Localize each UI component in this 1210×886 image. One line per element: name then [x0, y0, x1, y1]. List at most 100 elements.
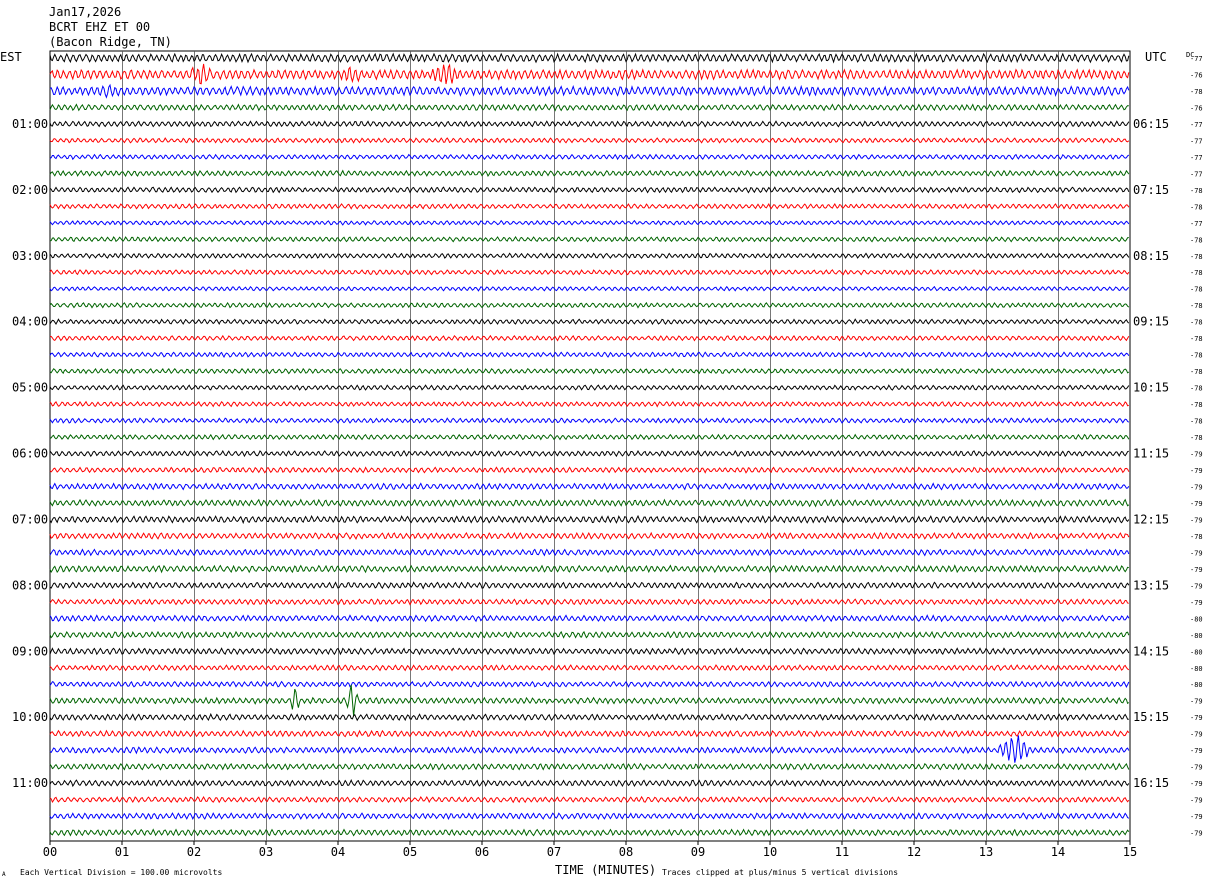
x-tick-label: 04	[331, 845, 345, 859]
x-tick-label: 02	[187, 845, 201, 859]
seismic-trace	[49, 828, 1130, 837]
seismic-trace	[49, 285, 1130, 292]
dc-offset-label: -80	[1190, 665, 1203, 673]
left-time-label: 08:00	[12, 578, 48, 592]
left-time-labels: 01:00 02:00 03:00 04:00 05:00 06:00 07:00 08:00…	[12, 117, 48, 790]
header: Jan17,2026 BCRT EHZ ET 00 (Bacon Ridge, …	[49, 5, 172, 49]
header-station: BCRT EHZ ET 00	[49, 20, 150, 34]
right-time-label: 10:15	[1133, 381, 1169, 395]
dc-offset-label: -80	[1190, 681, 1203, 689]
x-tick-label: 12	[907, 845, 921, 859]
seismic-trace	[49, 153, 1130, 161]
seismic-trace	[49, 664, 1130, 672]
dc-offset-label: -79	[1190, 599, 1203, 607]
left-timezone-label: EST	[0, 50, 22, 64]
left-time-label: 04:00	[12, 315, 48, 329]
dc-offset-label: -77	[1190, 220, 1203, 228]
dc-offset-label: -78	[1190, 368, 1203, 376]
seismic-trace	[49, 52, 1130, 64]
seismic-trace	[49, 400, 1129, 408]
seismic-trace	[49, 466, 1130, 474]
dc-offset-label: -79	[1190, 698, 1203, 706]
header-date: Jan17,2026	[49, 5, 121, 19]
dc-offset-label: -78	[1190, 385, 1203, 393]
seismic-trace	[49, 514, 1130, 525]
x-tick-label: 15	[1123, 845, 1137, 859]
dc-offset-label: -77	[1190, 121, 1203, 129]
dc-offset-label: -78	[1190, 418, 1203, 426]
seismic-trace	[49, 235, 1129, 243]
x-tick-label: 08	[619, 845, 633, 859]
dc-offset-label: -78	[1190, 533, 1203, 541]
dc-offset-label: -79	[1190, 747, 1203, 755]
left-time-label: 07:00	[12, 512, 48, 526]
seismic-trace	[49, 630, 1130, 640]
seismic-trace	[49, 63, 1130, 85]
x-tick-label: 03	[259, 845, 273, 859]
dc-offset-label: -78	[1190, 203, 1203, 211]
dc-offset-label: -78	[1190, 352, 1203, 360]
dc-offset-label: -76	[1190, 104, 1203, 112]
seismic-trace	[49, 614, 1130, 623]
seismic-trace	[49, 647, 1130, 656]
seismic-trace	[49, 482, 1130, 491]
left-time-label: 05:00	[12, 381, 48, 395]
seismic-trace	[49, 735, 1130, 763]
dc-offset-label: -79	[1190, 764, 1203, 772]
seismic-trace	[49, 169, 1130, 178]
right-time-label: 14:15	[1133, 644, 1169, 658]
seismic-trace	[49, 301, 1130, 309]
dc-offset-label: -78	[1190, 302, 1203, 310]
right-time-label: 07:15	[1133, 183, 1169, 197]
right-time-label: 12:15	[1133, 512, 1169, 526]
dc-offset-label: -78	[1190, 434, 1203, 442]
seismic-trace	[49, 498, 1130, 508]
x-tick-label: 13	[979, 845, 993, 859]
dc-offset-label: -79	[1190, 830, 1203, 838]
x-tick-label: 07	[547, 845, 561, 859]
seismic-trace	[49, 548, 1130, 557]
dc-offset-label: -78	[1190, 187, 1203, 195]
dc-offset-label: -79	[1190, 813, 1203, 821]
seismic-trace	[49, 449, 1129, 458]
dc-offset-label: -78	[1190, 335, 1203, 343]
dc-offset-label: -78	[1190, 269, 1203, 277]
seismic-trace	[49, 367, 1130, 375]
seismic-trace	[49, 433, 1130, 441]
right-time-labels: 06:15 07:15 08:15 09:15 10:15 11:15 12:15 13:15…	[1133, 117, 1169, 790]
dc-offset-label: -77	[1190, 154, 1203, 162]
dc-offset-label: -80	[1190, 648, 1203, 656]
seismic-trace	[49, 318, 1130, 326]
seismic-trace	[49, 795, 1130, 804]
right-time-label: 11:15	[1133, 447, 1169, 461]
dc-offset-label: -77	[1190, 137, 1203, 145]
dc-offset-label: -79	[1190, 731, 1203, 739]
dc-offset-labels: -77 -76 -78 -76 -77 -77 -77 -77 -78 -78 -77 -78 -78 -…	[1190, 55, 1203, 838]
seismic-trace	[49, 778, 1130, 788]
x-tick-label: 01	[115, 845, 129, 859]
grid	[49, 50, 1131, 842]
dc-offset-label: -77	[1190, 170, 1203, 178]
right-time-label: 08:15	[1133, 249, 1169, 263]
seismic-trace	[49, 83, 1130, 99]
dc-offset-label: -79	[1190, 566, 1203, 574]
dc-offset-label: -79	[1190, 797, 1203, 805]
footer-clip-note: Traces clipped at plus/minus 5 vertical …	[662, 868, 898, 877]
seismic-trace	[49, 185, 1130, 194]
footer-corner-mark: A	[2, 871, 6, 878]
seismic-trace	[49, 812, 1130, 821]
seismic-trace	[49, 564, 1129, 574]
header-location: (Bacon Ridge, TN)	[49, 35, 172, 49]
footer-scale-note: Each Vertical Division = 100.00 microvol…	[20, 868, 222, 877]
seismic-trace	[49, 684, 1130, 717]
plot-frame	[49, 50, 1131, 842]
dc-offset-label: -79	[1190, 467, 1203, 475]
left-time-label: 02:00	[12, 183, 48, 197]
dc-offset-label: -78	[1190, 286, 1203, 294]
seismic-trace	[49, 252, 1130, 260]
dc-offset-label: -79	[1190, 451, 1203, 459]
x-tick-label: 06	[475, 845, 489, 859]
x-axis-label: TIME (MINUTES)	[555, 863, 656, 877]
right-time-label: 16:15	[1133, 776, 1169, 790]
